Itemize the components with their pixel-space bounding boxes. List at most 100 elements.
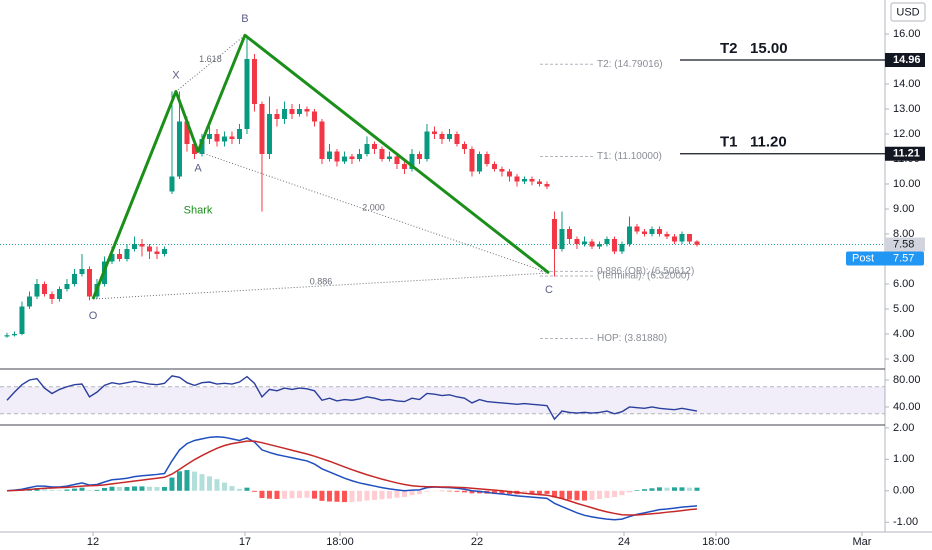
histogram-bar — [146, 486, 152, 491]
y-tick-label: 6.00 — [893, 278, 914, 290]
candle-body — [56, 289, 62, 299]
histogram-bar — [424, 490, 430, 492]
histogram-bar — [364, 490, 370, 501]
candle-body — [409, 154, 415, 169]
level-label: 0.886 (OB): (6.50612) — [597, 266, 694, 277]
histogram-bar — [379, 490, 385, 500]
ratio-label: 1.618 — [199, 54, 222, 64]
candle-body — [566, 229, 572, 239]
histogram-bar — [221, 482, 227, 491]
pattern-point-label: B — [241, 13, 248, 25]
rsi-band — [0, 386, 885, 414]
candle-body — [266, 114, 272, 154]
histogram-bar — [454, 490, 460, 492]
currency-box[interactable] — [890, 2, 926, 22]
candle-body — [484, 154, 490, 164]
candle-body — [64, 284, 70, 289]
candle-body — [379, 149, 385, 159]
y-tick-label: 16.00 — [893, 28, 921, 40]
histogram-bar — [626, 490, 632, 493]
candle-body — [611, 239, 617, 252]
candle-body — [589, 241, 595, 247]
candle-body — [671, 236, 677, 242]
candle-body — [191, 144, 197, 154]
y-tick-label: 2.00 — [893, 422, 914, 434]
histogram-bar — [169, 477, 175, 491]
histogram-bar — [544, 490, 550, 494]
post-name: Post — [852, 252, 874, 264]
candle-body — [176, 121, 182, 177]
histogram-bar — [79, 487, 85, 491]
histogram-bar — [139, 486, 145, 491]
macd-line — [6, 435, 698, 521]
histogram-bar — [154, 487, 160, 491]
target-tag-label: 11.21 — [893, 148, 920, 160]
histogram-bar — [304, 490, 310, 498]
histogram-bar — [619, 490, 625, 496]
candle-body — [341, 156, 347, 162]
histogram-bar — [71, 488, 77, 491]
histogram-bar — [131, 486, 137, 491]
y-tick-label: 10.00 — [893, 178, 921, 190]
histogram-bar — [401, 490, 407, 498]
histogram-bar — [469, 490, 475, 494]
post-label: 7.57 — [893, 252, 914, 264]
candle-body — [454, 134, 460, 144]
candle-body — [619, 244, 625, 252]
level-label: HOP: (3.81880) — [597, 333, 667, 344]
candle-body — [476, 154, 482, 172]
y-tick-label: 13.00 — [893, 103, 921, 115]
pattern-point-label: A — [194, 162, 202, 174]
candle-body — [244, 59, 250, 129]
candle-body — [634, 226, 640, 232]
histogram-bar — [611, 490, 617, 498]
candle-body — [544, 184, 550, 187]
candle-body — [79, 269, 85, 274]
candle-body — [274, 114, 280, 119]
currency: USD — [896, 6, 919, 18]
target-tag — [885, 146, 925, 161]
histogram-bar — [491, 490, 497, 494]
y-tick-label: 14.00 — [893, 78, 921, 90]
y-tick-label: -1.00 — [893, 516, 918, 528]
histogram-bar — [319, 490, 325, 501]
histogram-bar — [49, 489, 55, 491]
histogram-bar — [416, 490, 422, 495]
candle-body — [146, 246, 152, 252]
histogram-bar — [461, 490, 467, 493]
candle-body — [679, 234, 685, 242]
target-text: T1 11.20 — [720, 134, 787, 151]
histogram-bar — [214, 479, 220, 491]
candle-body — [559, 229, 565, 249]
histogram-bar — [521, 490, 527, 494]
histogram-bar — [184, 470, 190, 491]
pattern-point-label: C — [545, 284, 553, 296]
histogram-bar — [349, 490, 355, 502]
candle-body — [259, 104, 265, 154]
pattern-point-label: O — [89, 310, 98, 322]
histogram-bar — [244, 487, 250, 491]
histogram-bar — [634, 490, 640, 491]
level-label: (Terminal): (6.32000) — [597, 271, 690, 282]
histogram-bar — [446, 490, 452, 492]
histogram-bar — [356, 490, 362, 502]
candle-body — [206, 134, 212, 139]
histogram-bar — [176, 471, 182, 491]
candle-body — [529, 179, 535, 182]
candle-body — [161, 249, 167, 254]
candle-body — [349, 156, 355, 159]
candle-body — [686, 234, 692, 242]
candle-body — [326, 151, 332, 159]
histogram-bar — [289, 490, 295, 499]
candle-body — [304, 109, 310, 112]
histogram-bar — [551, 490, 557, 498]
candle-body — [236, 129, 242, 139]
last-price-tag — [885, 237, 925, 252]
ratio-line — [197, 151, 550, 274]
last-price-label: 7.58 — [893, 238, 914, 250]
candle-body — [296, 109, 302, 114]
histogram-bar — [259, 490, 265, 499]
candle-body — [694, 241, 700, 245]
histogram-bar — [394, 490, 400, 498]
histogram-bar — [529, 490, 535, 494]
